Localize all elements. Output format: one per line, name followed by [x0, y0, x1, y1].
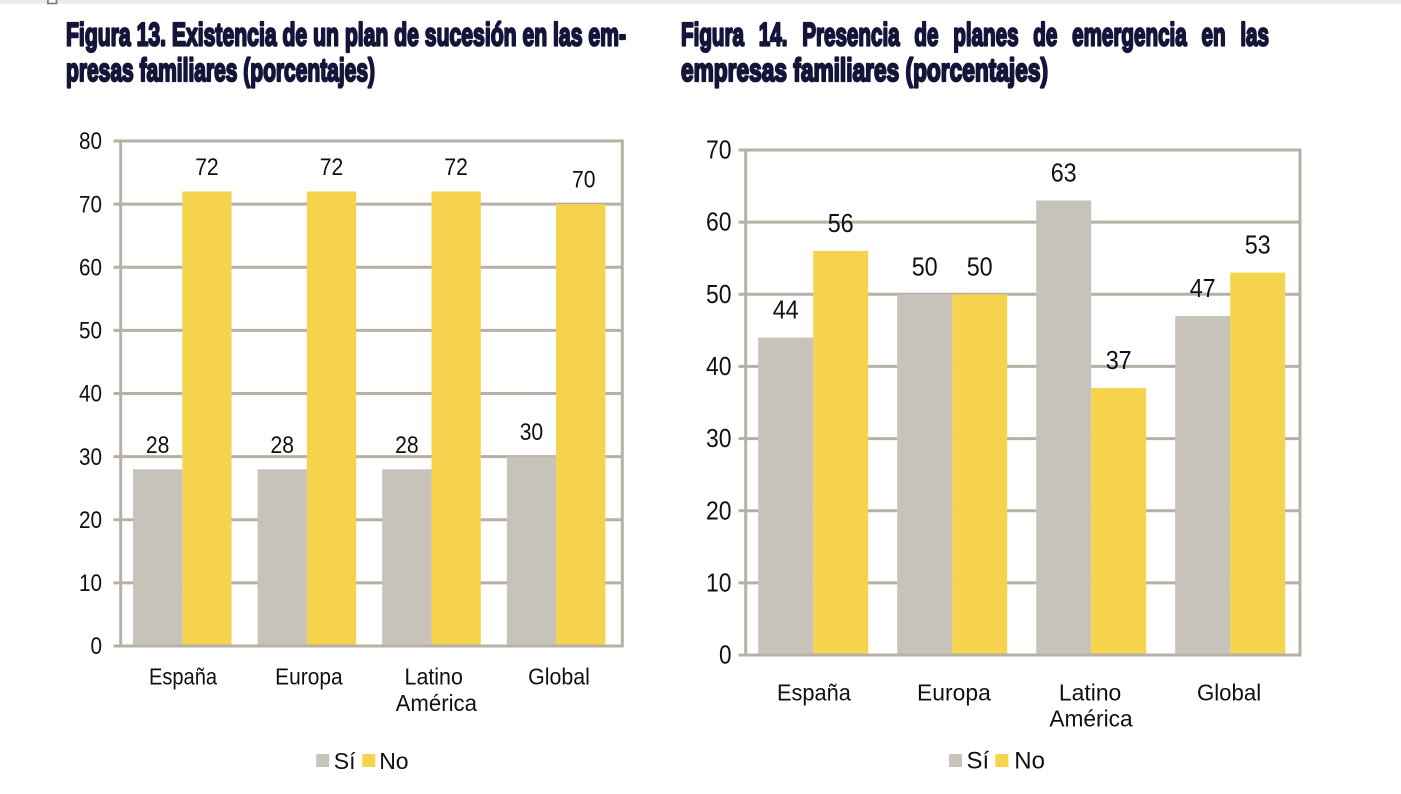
svg-text:América: América: [396, 690, 478, 716]
svg-text:Europa: Europa: [275, 663, 343, 689]
svg-text:50: 50: [912, 253, 938, 281]
svg-text:37: 37: [1106, 347, 1132, 375]
svg-text:53: 53: [1245, 232, 1271, 260]
svg-text:56: 56: [828, 210, 854, 238]
svg-text:Sí: Sí: [967, 747, 990, 774]
svg-text:28: 28: [271, 432, 295, 459]
svg-text:40: 40: [79, 381, 102, 408]
svg-text:28: 28: [395, 432, 419, 459]
svg-text:60: 60: [706, 209, 732, 237]
svg-text:70: 70: [706, 137, 732, 165]
svg-text:50: 50: [79, 318, 102, 345]
svg-text:Global: Global: [1197, 679, 1261, 705]
svg-text:47: 47: [1190, 275, 1216, 303]
svg-text:40: 40: [706, 353, 732, 381]
svg-text:72: 72: [195, 154, 219, 181]
svg-text:30: 30: [79, 444, 102, 471]
svg-text:10: 10: [79, 570, 102, 597]
svg-text:empresas familiares (porcentaj: empresas familiares (porcentajes): [681, 52, 1048, 88]
svg-text:No: No: [379, 748, 408, 774]
svg-text:30: 30: [706, 425, 732, 453]
svg-text:Figura 13. Existencia de un pl: Figura 13. Existencia de un plan de suce…: [66, 16, 626, 52]
svg-text:70: 70: [79, 191, 102, 218]
svg-text:0: 0: [91, 633, 103, 660]
svg-text:70: 70: [572, 167, 596, 194]
svg-text:20: 20: [79, 507, 102, 534]
svg-text:presas familiares (porcentajes: presas familiares (porcentajes): [66, 52, 375, 88]
svg-text:España: España: [149, 663, 218, 689]
svg-text:Europa: Europa: [917, 679, 992, 705]
svg-text:80: 80: [79, 128, 102, 155]
svg-text:50: 50: [967, 253, 993, 281]
svg-text:28: 28: [146, 432, 170, 459]
svg-text:72: 72: [444, 154, 468, 181]
svg-text:63: 63: [1051, 160, 1077, 188]
svg-text:60: 60: [79, 254, 102, 281]
svg-text:72: 72: [320, 154, 344, 181]
svg-text:No: No: [1014, 747, 1045, 774]
svg-text:50: 50: [706, 281, 732, 309]
svg-text:Figura 14. Presencia de planes: Figura 14. Presencia de planes de emerge…: [681, 17, 1269, 53]
svg-text:44: 44: [773, 297, 799, 325]
svg-text:30: 30: [520, 419, 544, 446]
svg-text:España: España: [777, 679, 852, 705]
svg-text:0: 0: [719, 642, 732, 670]
svg-text:20: 20: [706, 497, 732, 525]
svg-text:Latino: Latino: [1059, 679, 1121, 705]
svg-text:América: América: [1049, 705, 1133, 731]
svg-text:Latino: Latino: [405, 663, 463, 689]
svg-text:10: 10: [706, 569, 732, 597]
svg-text:Sí: Sí: [334, 748, 356, 774]
svg-text:Global: Global: [528, 663, 590, 689]
